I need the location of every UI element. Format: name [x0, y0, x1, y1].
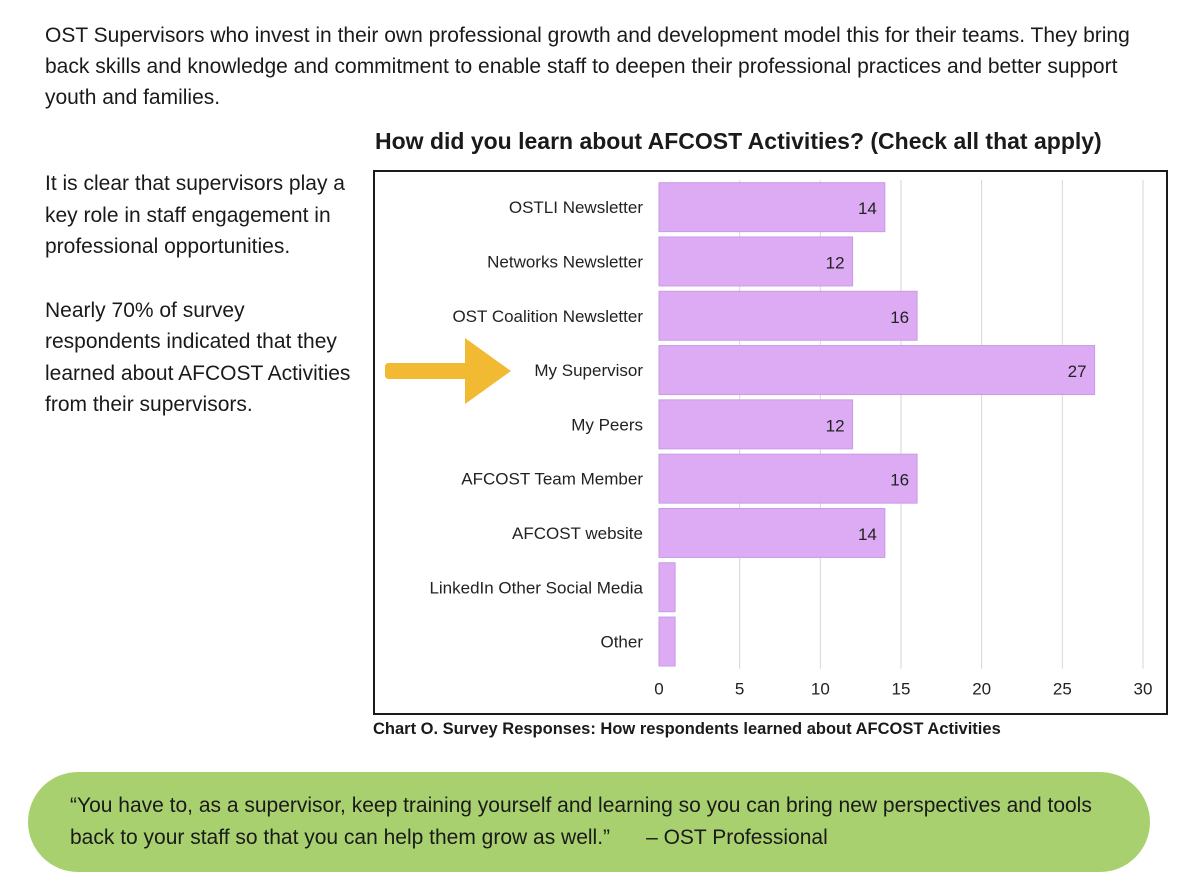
- bar: [658, 453, 918, 504]
- data-label: 27: [1068, 362, 1087, 381]
- x-tick-label: 0: [654, 680, 663, 699]
- right-arrow-icon: [385, 338, 511, 404]
- bar-chart: OSTLI Newsletter 14 Networks Newsletter 12 O…: [429, 180, 1153, 699]
- category-label: Other: [600, 633, 643, 652]
- bar: [658, 290, 918, 341]
- category-label: OSTLI Newsletter: [509, 198, 643, 217]
- bar: [658, 399, 854, 450]
- chart-title: How did you learn about AFCOST Activitie…: [375, 128, 1102, 154]
- chart-caption: Chart O. Survey Responses: How responden…: [373, 720, 1001, 738]
- category-label: OST Coalition Newsletter: [452, 307, 643, 326]
- commentary-paragraph-1: It is clear that supervisors play a key …: [45, 172, 345, 258]
- bar: [658, 236, 854, 287]
- bar: [658, 345, 1096, 396]
- bar: [658, 616, 676, 667]
- data-label: 14: [858, 525, 877, 544]
- x-tick-label: 15: [892, 680, 911, 699]
- category-label: My Peers: [571, 415, 643, 434]
- category-label: Networks Newsletter: [487, 252, 643, 271]
- bar: [658, 562, 676, 613]
- x-tick-label: 25: [1053, 680, 1072, 699]
- x-tick-label: 30: [1134, 680, 1153, 699]
- quote-callout: “You have to, as a supervisor, keep trai…: [28, 772, 1150, 872]
- bar: [658, 182, 886, 233]
- intro-paragraph: OST Supervisors who invest in their own …: [45, 24, 1130, 109]
- x-tick-label: 5: [735, 680, 744, 699]
- data-label: 12: [826, 253, 845, 272]
- data-label: 14: [858, 199, 877, 218]
- data-label: 12: [826, 416, 845, 435]
- category-label: AFCOST website: [512, 524, 643, 543]
- commentary-paragraph-2: Nearly 70% of survey respondents indicat…: [45, 298, 351, 417]
- category-label: AFCOST Team Member: [461, 470, 643, 489]
- data-label: 16: [890, 308, 909, 327]
- category-label: My Supervisor: [534, 361, 643, 380]
- sidebar-commentary: It is clear that supervisors play a key …: [45, 168, 355, 453]
- data-label: 16: [890, 471, 909, 490]
- quote-text: “You have to, as a supervisor, keep trai…: [70, 794, 1092, 849]
- bar: [658, 507, 886, 558]
- chart-frame: OSTLI Newsletter 14 Networks Newsletter 12 O…: [373, 170, 1168, 715]
- x-tick-label: 10: [811, 680, 830, 699]
- quote-attribution: – OST Professional: [646, 826, 828, 849]
- x-tick-label: 20: [972, 680, 991, 699]
- category-label: LinkedIn Other Social Media: [429, 578, 643, 597]
- arrow-shape: [385, 338, 511, 404]
